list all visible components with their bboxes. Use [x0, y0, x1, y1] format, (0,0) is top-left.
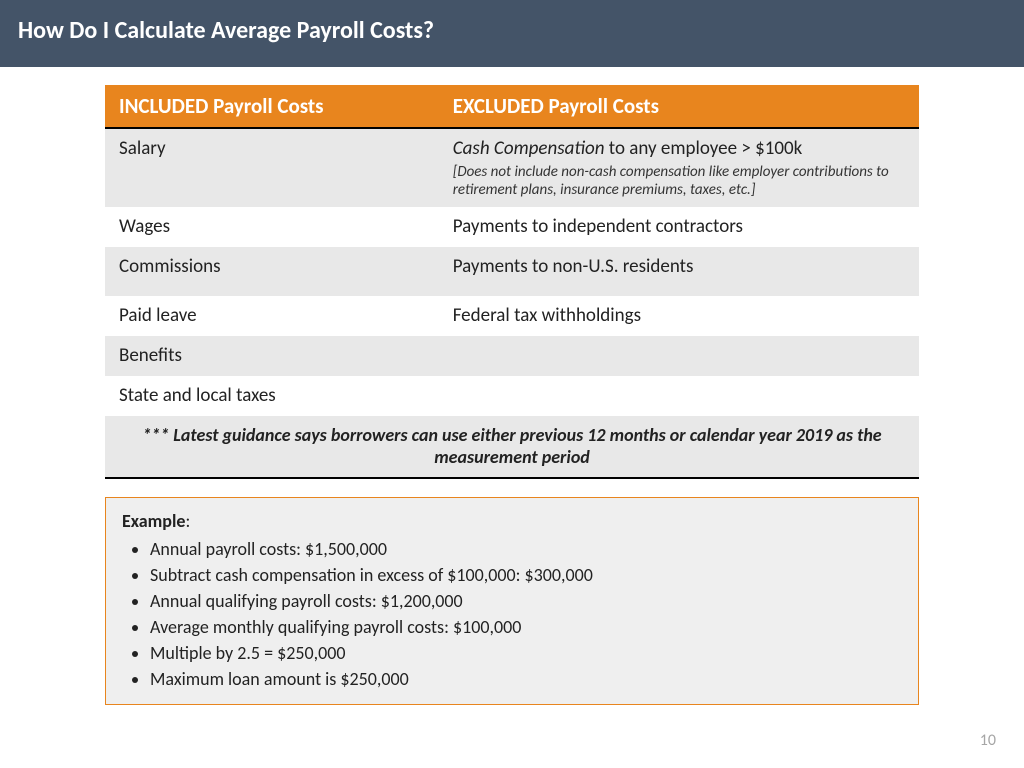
- slide-title: How Do I Calculate Average Payroll Costs…: [18, 16, 434, 45]
- table-row: Salary Cash Compensation to any employee…: [105, 128, 919, 207]
- table-row: Commissions Payments to non-U.S. residen…: [105, 247, 919, 297]
- cell-included: Commissions: [105, 247, 439, 297]
- col-header-included: INCLUDED Payroll Costs: [105, 85, 439, 128]
- cell-included: State and local taxes: [105, 376, 439, 416]
- table-row: Benefits: [105, 336, 919, 376]
- example-title: Example: [122, 510, 185, 532]
- cell-excluded: Payments to independent contractors: [439, 207, 919, 247]
- table-row: Wages Payments to independent contractor…: [105, 207, 919, 247]
- table-row: State and local taxes: [105, 376, 919, 416]
- table-row: Paid leave Federal tax withholdings: [105, 296, 919, 336]
- cell-excluded: [439, 376, 919, 416]
- cell-included: Wages: [105, 207, 439, 247]
- list-item: Annual qualifying payroll costs: $1,200,…: [150, 588, 902, 614]
- list-item: Maximum loan amount is $250,000: [150, 666, 902, 692]
- page-number: 10: [980, 731, 996, 750]
- example-list: Annual payroll costs: $1,500,000 Subtrac…: [150, 536, 902, 693]
- guidance-text: *** Latest guidance says borrowers can u…: [105, 416, 919, 478]
- cell-included: Paid leave: [105, 296, 439, 336]
- slide-header: How Do I Calculate Average Payroll Costs…: [0, 0, 1024, 67]
- cell-excluded: Federal tax withholdings: [439, 296, 919, 336]
- cell-included: Salary: [105, 128, 439, 207]
- payroll-table: INCLUDED Payroll Costs EXCLUDED Payroll …: [105, 85, 919, 479]
- example-box: Example: Annual payroll costs: $1,500,00…: [105, 497, 919, 706]
- excluded-subnote: [Does not include non-cash compensation …: [453, 163, 905, 199]
- cell-excluded: Cash Compensation to any employee > $100…: [439, 128, 919, 207]
- list-item: Subtract cash compensation in excess of …: [150, 562, 902, 588]
- example-colon: :: [185, 510, 190, 532]
- col-header-excluded: EXCLUDED Payroll Costs: [439, 85, 919, 128]
- cell-excluded: Payments to non-U.S. residents: [439, 247, 919, 297]
- slide-content: INCLUDED Payroll Costs EXCLUDED Payroll …: [0, 67, 1024, 705]
- guidance-row: *** Latest guidance says borrowers can u…: [105, 416, 919, 478]
- list-item: Multiple by 2.5 = $250,000: [150, 640, 902, 666]
- excluded-rest: to any employee > $100k: [604, 137, 802, 160]
- list-item: Average monthly qualifying payroll costs…: [150, 614, 902, 640]
- excluded-italic: Cash Compensation: [453, 137, 605, 160]
- cell-included: Benefits: [105, 336, 439, 376]
- list-item: Annual payroll costs: $1,500,000: [150, 536, 902, 562]
- cell-excluded: [439, 336, 919, 376]
